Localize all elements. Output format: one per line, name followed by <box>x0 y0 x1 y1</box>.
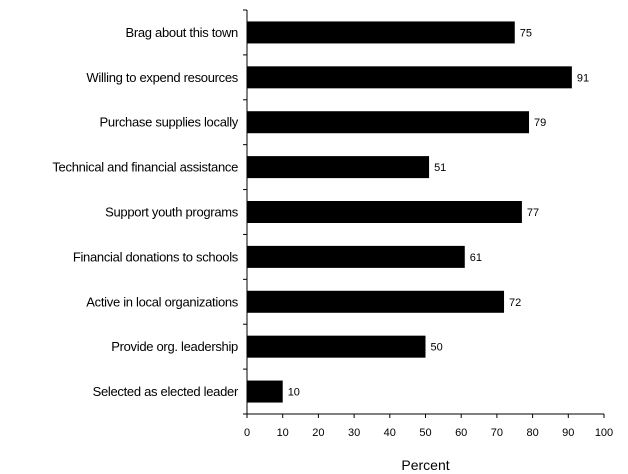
category-label-7: Provide org. leadership <box>111 339 238 354</box>
category-label-8: Selected as elected leader <box>93 384 239 399</box>
value-label-4: 77 <box>527 207 539 219</box>
value-label-2: 79 <box>534 117 546 129</box>
category-label-0: Brag about this town <box>125 25 238 40</box>
x-tick-label-7: 70 <box>491 427 503 439</box>
value-label-0: 75 <box>520 27 532 39</box>
value-label-8: 10 <box>288 387 300 399</box>
x-tick-label-5: 50 <box>419 427 431 439</box>
x-tick-label-8: 80 <box>526 427 538 439</box>
value-label-3: 51 <box>434 162 446 174</box>
value-label-1: 91 <box>577 72 589 84</box>
category-label-3: Technical and financial assistance <box>52 160 238 175</box>
x-tick-label-4: 40 <box>384 427 396 439</box>
value-label-5: 61 <box>470 252 482 264</box>
category-label-6: Active in local organizations <box>86 294 239 309</box>
x-tick-label-9: 90 <box>562 427 574 439</box>
x-axis-title: Percent <box>401 457 449 473</box>
category-label-4: Support youth programs <box>105 205 239 220</box>
bar-6 <box>247 290 505 313</box>
category-label-2: Purchase supplies locally <box>100 115 239 130</box>
value-label-6: 72 <box>509 297 521 309</box>
bar-1 <box>247 66 572 89</box>
bar-4 <box>247 201 522 223</box>
category-label-1: Willing to expend resources <box>86 70 238 85</box>
bar-0 <box>247 21 515 44</box>
bars-group <box>247 21 572 403</box>
y-axis-ticks <box>243 9 247 415</box>
value-labels: 75 91 79 51 77 61 72 50 10 <box>288 27 589 398</box>
x-tick-label-10: 100 <box>595 427 613 439</box>
bar-2 <box>247 111 530 134</box>
bar-3 <box>247 156 430 179</box>
category-label-5: Financial donations to schools <box>73 249 239 264</box>
x-tick-label-0: 0 <box>244 427 250 439</box>
x-tick-label-2: 20 <box>312 427 324 439</box>
bar-8 <box>247 380 283 403</box>
x-axis-ticks: 0 10 20 30 40 50 60 70 80 90 100 <box>244 414 613 439</box>
x-tick-label-6: 60 <box>455 427 467 439</box>
x-tick-label-1: 10 <box>277 427 289 439</box>
bar-5 <box>247 245 465 268</box>
bar-7 <box>247 335 426 358</box>
category-labels: Brag about this town Willing to expend re… <box>52 25 239 399</box>
value-label-7: 50 <box>431 342 443 354</box>
x-tick-label-3: 30 <box>348 427 360 439</box>
